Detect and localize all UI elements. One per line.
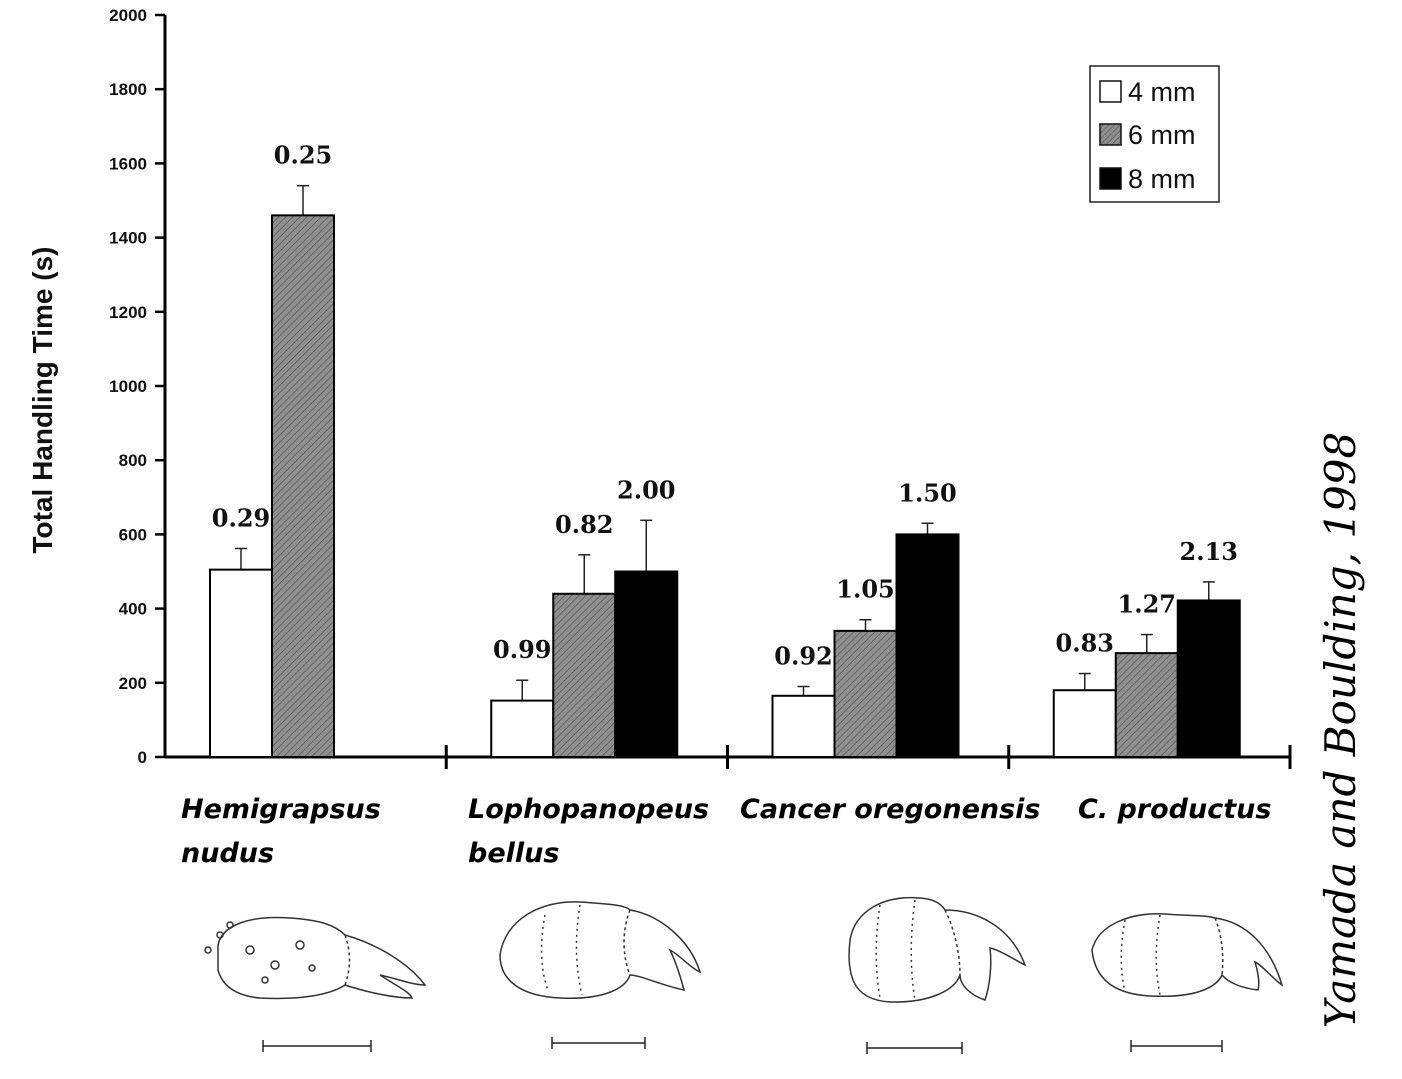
bars: 0.29 0.99 0.92 0.83 0.25 0.82 1.05 1.27 2.00 1.50… xyxy=(209,141,1241,759)
y-axis-title: Total Handling Time (s) xyxy=(27,247,58,554)
claw-lophopanopeus-icon xyxy=(499,901,702,999)
bar-4mm xyxy=(490,699,555,758)
legend-swatch-6mm xyxy=(1099,123,1122,146)
data-label: 1.50 xyxy=(898,478,956,507)
data-label: 2.00 xyxy=(617,475,675,504)
species-label-line1: Cancer oregonensis xyxy=(740,794,1041,825)
y-tick-label: 1400 xyxy=(109,229,147,248)
bar-8mm xyxy=(1176,599,1241,758)
legend-label-6mm: 6 mm xyxy=(1128,120,1196,150)
data-label: 2.13 xyxy=(1180,537,1238,566)
y-ticks: 0 200 400 600 800 1000 1200 1400 1600 1800 2000 xyxy=(109,6,165,767)
data-label: 1.05 xyxy=(836,575,894,604)
bar-4mm xyxy=(771,694,836,758)
y-tick-label: 1600 xyxy=(109,154,147,173)
data-label: 1.27 xyxy=(1118,590,1176,619)
species-label-line1: Lophopanopeus xyxy=(468,794,709,825)
y-tick-label: 2000 xyxy=(109,6,147,25)
bar-6mm xyxy=(271,214,335,758)
data-label: 0.83 xyxy=(1056,629,1114,658)
y-tick-label: 600 xyxy=(119,525,147,544)
claw-cancer-oregonensis-icon xyxy=(848,896,1027,1003)
scale-bars xyxy=(262,1037,1223,1054)
legend: 4 mm 6 mm 8 mm xyxy=(1089,65,1220,203)
species-labels: Hemigrapsus nudus Lophopanopeus bellus Cance… xyxy=(181,794,1271,869)
y-tick-label: 800 xyxy=(119,451,147,470)
claw-illustrations xyxy=(204,896,1284,1054)
data-label: 0.99 xyxy=(493,635,551,664)
y-tick-label: 400 xyxy=(119,600,147,619)
legend-swatch-8mm xyxy=(1099,167,1122,190)
data-label: 0.25 xyxy=(274,141,332,170)
data-label: 0.92 xyxy=(774,642,832,671)
data-label: 0.29 xyxy=(212,503,270,532)
legend-label-8mm: 8 mm xyxy=(1128,164,1196,194)
y-tick-label: 1000 xyxy=(109,377,147,396)
bar-4mm xyxy=(209,568,273,759)
y-tick-label: 200 xyxy=(119,674,147,693)
y-tick-label: 0 xyxy=(138,748,147,767)
data-label: 0.82 xyxy=(555,510,613,539)
citation: Yamada and Boulding, 1998 xyxy=(1316,432,1365,1028)
y-tick-label: 1800 xyxy=(109,80,147,99)
claw-hemigrapsus-icon xyxy=(204,916,427,1000)
bar-8mm xyxy=(614,570,679,758)
bar-6mm xyxy=(833,629,898,758)
species-label-line2: bellus xyxy=(468,838,559,869)
legend-swatch-4mm xyxy=(1099,80,1122,103)
species-label-line2: nudus xyxy=(181,838,274,869)
legend-label-4mm: 4 mm xyxy=(1128,77,1196,107)
species-label-line1: C. productus xyxy=(1078,794,1271,825)
species-label-line1: Hemigrapsus xyxy=(181,794,381,825)
bar-8mm xyxy=(895,533,960,759)
y-tick-label: 1200 xyxy=(109,303,147,322)
claw-c-productus-icon xyxy=(1091,913,1284,998)
bar-4mm xyxy=(1052,689,1117,758)
bar-6mm xyxy=(552,592,617,759)
bar-6mm xyxy=(1114,652,1179,758)
